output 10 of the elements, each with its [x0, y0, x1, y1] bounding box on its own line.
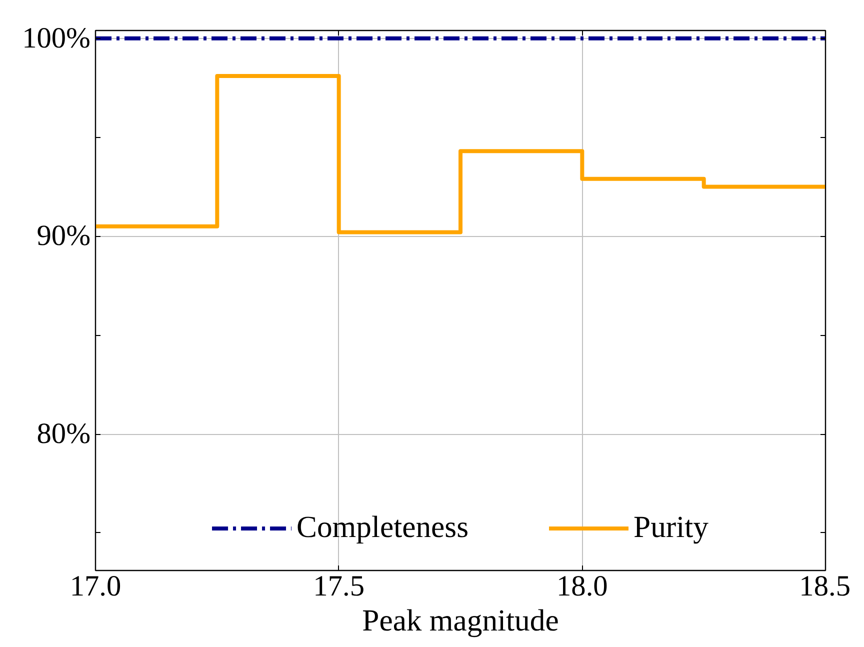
x-axis-title: Peak magnitude	[362, 604, 559, 638]
y-tick-label: 80%	[36, 418, 91, 450]
legend-label: Purity	[634, 510, 708, 545]
legend-label: Completeness	[296, 510, 469, 545]
x-tick-label: 17.0	[70, 570, 122, 602]
x-tick-label: 17.5	[313, 570, 364, 602]
x-tick-label: 18.0	[556, 570, 608, 602]
x-tick-label: 18.5	[799, 570, 851, 602]
y-tick-label: 90%	[36, 220, 91, 252]
y-tick-label: 100%	[22, 22, 91, 54]
